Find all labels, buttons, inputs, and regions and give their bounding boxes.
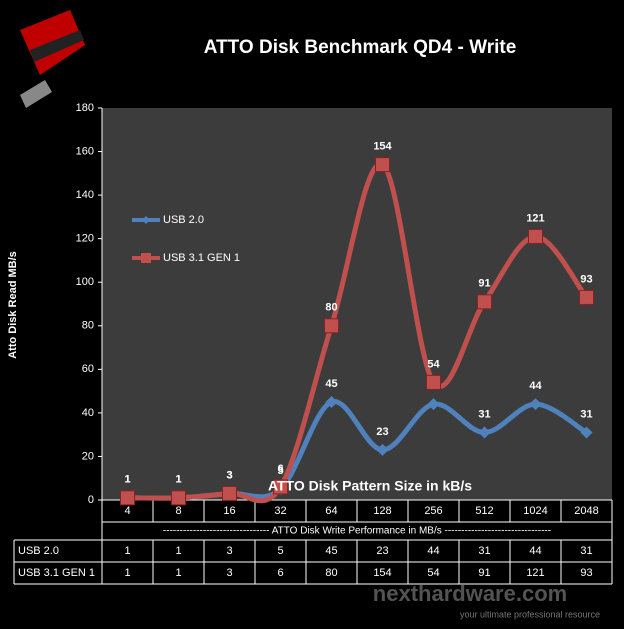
marker [222,485,237,501]
marker [325,396,338,408]
data-label: 5 [277,465,283,477]
table-cell: 121 [526,567,544,579]
plot-area [102,108,612,500]
y-tick-label: 120 [76,233,94,245]
marker [478,426,491,439]
table-cell: 6 [277,567,283,579]
table-cell: 1 [175,545,181,557]
x-tick-label: 4 [124,505,130,517]
marker [477,294,492,310]
data-label: 80 [325,302,337,314]
x-tick-label: 32 [274,505,286,517]
data-label: 31 [580,408,592,420]
table-cell: 3 [226,567,232,579]
marker [579,289,594,305]
data-label: 54 [427,358,440,370]
legend-marker [141,253,151,263]
data-label: 3 [226,469,232,481]
data-label: 31 [478,408,490,420]
y-tick-label: 160 [76,145,94,157]
data-label: 1 [124,474,130,486]
data-label: 121 [526,212,544,224]
table-cell: 45 [325,545,337,557]
table-cell: 80 [325,567,337,579]
x-tick-label: 8 [175,505,181,517]
table-cell: 23 [376,545,388,557]
y-tick-label: 140 [76,189,94,201]
marker [427,398,440,411]
y-axis-label: Atto Disk Read MB/s [7,251,19,359]
marker [529,398,542,411]
marker [376,443,389,456]
x-tick-label: 128 [373,505,391,517]
data-label: 1 [175,474,181,486]
data-label: 3 [226,469,232,481]
watermark: nexthardware.com [373,581,567,606]
marker [273,479,288,495]
marker [120,490,135,506]
logo [20,10,85,108]
data-label: 1 [175,474,181,486]
x-tick-label: 256 [424,505,442,517]
data-label: 1 [124,474,130,486]
data-label: 44 [529,380,542,392]
x-tick-label: 512 [475,505,493,517]
table-cell: 91 [478,567,490,579]
marker [171,490,186,506]
data-label: 93 [580,273,592,285]
table-cell: 1 [124,567,130,579]
y-tick-label: 180 [76,102,94,114]
legend-marker [142,216,150,224]
legend-label: USB 2.0 [163,214,204,226]
table-cell: 3 [226,545,232,557]
data-label: 45 [325,378,337,390]
x-tick-label: 16 [223,505,235,517]
y-tick-label: 20 [82,450,94,462]
x-axis-label: ATTO Disk Pattern Size in kB/s [268,478,472,494]
table-cell: 5 [277,545,283,557]
table-cell: 154 [373,567,391,579]
legend-label: USB 3.1 GEN 1 [163,252,240,264]
table-cell: 31 [478,545,490,557]
data-label: 23 [376,426,388,438]
x-tick-label: 64 [325,505,337,517]
data-label: 154 [373,141,392,153]
marker [580,426,593,439]
marker [375,157,390,173]
table-cell: 93 [580,567,592,579]
table-row-label: USB 2.0 [18,545,59,557]
table-cell: 44 [427,545,439,557]
x-tick-label: 1024 [523,505,547,517]
table-cell: 31 [580,545,592,557]
y-tick-label: 0 [88,494,94,506]
table-cell: 54 [427,567,439,579]
table-cell: 44 [529,545,541,557]
y-tick-label: 60 [82,363,94,375]
x-tick-label: 2048 [574,505,598,517]
table-cell: 1 [175,567,181,579]
data-label: 91 [478,278,490,290]
y-tick-label: 80 [82,320,94,332]
y-tick-label: 100 [76,276,94,288]
data-label: 6 [277,463,283,475]
y-tick-label: 40 [82,407,94,419]
marker [426,374,441,390]
table-caption: -------------------------------- ATTO Di… [163,526,551,537]
marker [324,318,339,334]
table-cell: 1 [124,545,130,557]
chart-title: ATTO Disk Benchmark QD4 - Write [204,37,517,58]
tagline: your ultimate professional resource [460,609,600,619]
table-row-label: USB 3.1 GEN 1 [18,567,95,579]
marker [528,228,543,244]
